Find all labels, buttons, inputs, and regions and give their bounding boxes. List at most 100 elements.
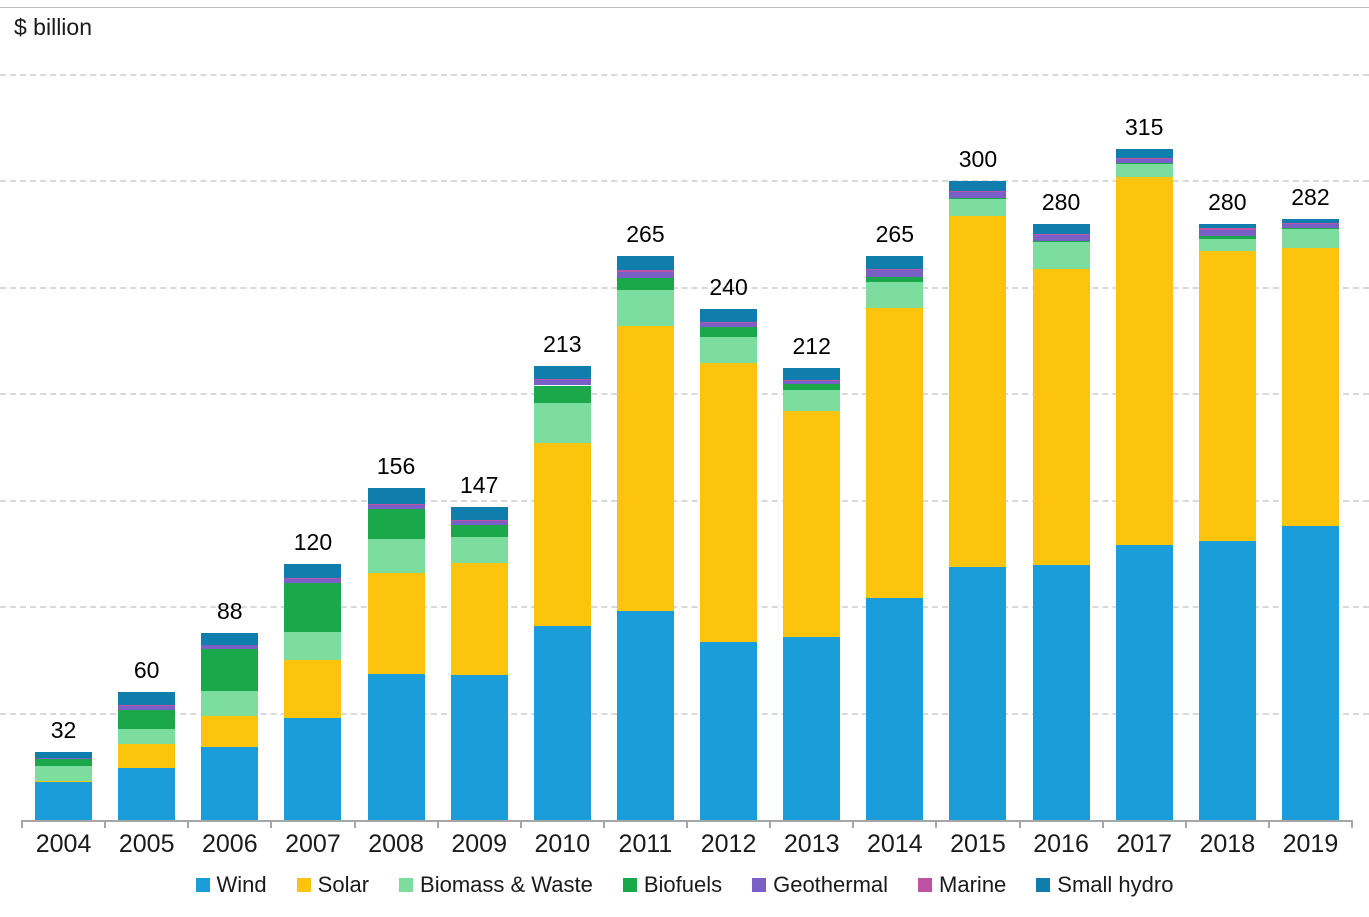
bar-2012-biomass — [700, 336, 758, 364]
total-label-2009: 147 — [460, 471, 499, 498]
bar-2014-marine — [866, 269, 924, 271]
x-label-2016: 2016 — [1033, 830, 1089, 858]
bar-2010-smallhydro — [533, 366, 591, 380]
gridline-250 — [0, 286, 1369, 289]
bar-2011-wind — [616, 611, 674, 820]
gridline-350 — [0, 73, 1369, 76]
legend-item-geothermal: Geothermal — [752, 872, 888, 898]
legend-label-biomass: Biomass & Waste — [420, 872, 593, 897]
bar-2019-solar — [1281, 248, 1339, 527]
bar-2017-solar — [1115, 176, 1173, 546]
bar-2010-wind — [533, 626, 591, 820]
total-label-2012: 240 — [709, 273, 748, 300]
gridline-150 — [0, 499, 1369, 502]
bar-2017-wind — [1115, 545, 1173, 820]
bar-2006-smallhydro — [201, 632, 259, 646]
bar-2010-biomass — [533, 402, 591, 443]
legend-swatch-biofuels — [622, 878, 637, 892]
bar-2018-geothermal — [1198, 230, 1256, 237]
bar-2016-solar — [1032, 269, 1090, 566]
legend-label-smallhydro: Small hydro — [1057, 872, 1174, 897]
total-label-2015: 300 — [958, 146, 998, 173]
x-axis-tick — [353, 820, 356, 828]
bar-2009-wind — [450, 675, 508, 820]
bar-2013-wind — [783, 636, 841, 820]
x-label-2005: 2005 — [118, 830, 175, 858]
bar-2015-geothermal — [949, 191, 1007, 199]
bar-2017-marine — [1115, 157, 1173, 159]
total-label-2007: 120 — [293, 529, 333, 556]
total-label-2005: 60 — [133, 657, 160, 684]
bar-2013-biofuels — [783, 384, 841, 390]
bar-2019-smallhydro — [1281, 219, 1339, 223]
bar-2007-geothermal — [284, 579, 342, 583]
x-axis-tick — [519, 820, 522, 828]
x-axis-tick — [769, 820, 772, 828]
x-label-2010: 2010 — [534, 830, 591, 858]
bar-2008-biofuels — [367, 509, 425, 539]
legend-item-wind: Wind — [195, 872, 267, 898]
legend-item-marine: Marine — [918, 872, 1006, 898]
bar-2013-marine — [783, 380, 841, 382]
bar-2012-solar — [700, 363, 758, 643]
bar-2011-solar — [616, 325, 674, 612]
legend-swatch-biomass — [399, 878, 414, 892]
bar-2018-biomass — [1198, 238, 1256, 252]
bar-2009-smallhydro — [450, 506, 508, 520]
bar-2014-solar — [866, 307, 924, 599]
bar-2004-biomass — [35, 765, 93, 781]
legend-label-solar: Solar — [317, 872, 370, 897]
bar-2004-geothermal — [35, 758, 93, 760]
x-axis-tick — [1018, 820, 1021, 828]
bar-2009-solar — [450, 563, 508, 676]
bar-2013-smallhydro — [783, 368, 841, 381]
x-axis-tick — [270, 820, 273, 828]
x-label-2011: 2011 — [618, 830, 673, 858]
x-axis-tick — [104, 820, 107, 828]
x-axis-tick — [1267, 820, 1270, 828]
bar-2005-biofuels — [118, 710, 176, 730]
bar-2011-geothermal — [616, 271, 674, 278]
x-label-2012: 2012 — [700, 830, 757, 858]
bar-2014-biomass — [866, 282, 924, 308]
x-axis-tick — [1351, 820, 1353, 828]
bar-2011-smallhydro — [616, 255, 674, 271]
x-label-2013: 2013 — [783, 830, 840, 858]
x-label-2004: 2004 — [35, 830, 92, 858]
bar-2011-biofuels — [616, 277, 674, 290]
bar-2004-biofuels — [35, 759, 93, 766]
total-label-2010: 213 — [543, 331, 582, 358]
bar-2016-biofuels — [1032, 240, 1090, 242]
bar-2012-smallhydro — [700, 308, 758, 322]
bar-2018-biofuels — [1198, 236, 1256, 239]
bar-2010-biofuels — [533, 385, 591, 403]
bar-2007-biomass — [284, 631, 342, 661]
bar-2005-wind — [118, 767, 176, 820]
bar-2006-biomass — [201, 691, 259, 716]
x-label-2015: 2015 — [950, 830, 1006, 858]
total-label-2014: 265 — [875, 220, 914, 247]
total-label-2008: 156 — [376, 452, 416, 479]
total-label-2004: 32 — [50, 716, 77, 743]
bar-2008-geothermal — [367, 504, 425, 510]
bar-2019-biofuels — [1281, 227, 1339, 229]
legend-item-smallhydro: Small hydro — [1036, 872, 1173, 898]
total-label-2006: 88 — [217, 597, 243, 624]
total-label-2011: 265 — [626, 220, 665, 247]
bar-2007-wind — [284, 717, 342, 820]
bar-2009-biofuels — [450, 525, 508, 537]
x-axis-tick — [187, 820, 190, 828]
bar-2006-geothermal — [201, 645, 259, 649]
legend-swatch-wind — [195, 878, 210, 892]
bar-2015-smallhydro — [949, 181, 1007, 191]
x-label-2008: 2008 — [368, 830, 424, 858]
bar-2010-geothermal — [533, 380, 591, 386]
bar-2005-smallhydro — [118, 692, 176, 705]
bar-2004-solar — [35, 780, 93, 782]
chart-top-border — [0, 7, 1369, 8]
bar-2013-biomass — [783, 389, 841, 412]
bar-2014-biofuels — [866, 276, 924, 283]
legend-swatch-marine — [918, 878, 933, 892]
x-label-2014: 2014 — [867, 830, 923, 858]
